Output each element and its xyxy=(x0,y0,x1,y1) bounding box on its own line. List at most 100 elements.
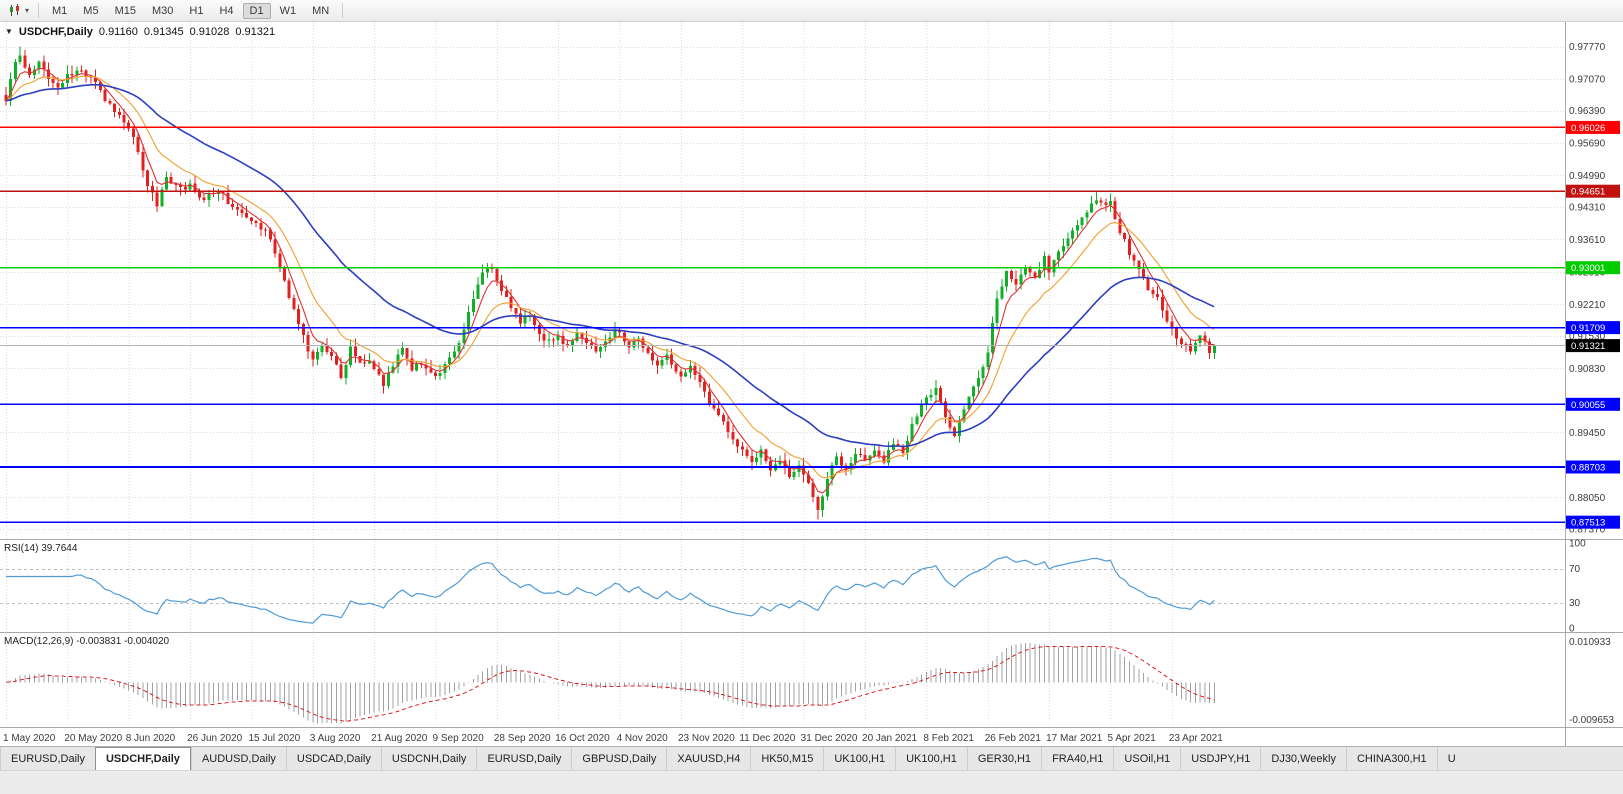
timeframe-button-h4[interactable]: H4 xyxy=(219,4,234,17)
chart-tab-u[interactable]: U xyxy=(1436,747,1466,770)
chart-tab-fra40-h1[interactable]: FRA40,H1 xyxy=(1041,747,1113,770)
svg-text:0.94990: 0.94990 xyxy=(1569,171,1606,182)
svg-text:0.91530: 0.91530 xyxy=(1569,331,1606,342)
svg-text:20 May 2020: 20 May 2020 xyxy=(64,733,122,744)
svg-text:0.91709: 0.91709 xyxy=(1571,323,1605,334)
svg-text:3 Aug 2020: 3 Aug 2020 xyxy=(310,733,361,744)
price-axis-labels: 0.97770 0.97070 0.96390 0.95690 0.94990 0.943… xyxy=(1566,42,1620,726)
svg-text:15 Jul 2020: 15 Jul 2020 xyxy=(248,733,300,744)
macd-series xyxy=(5,642,1215,724)
svg-text:0.88050: 0.88050 xyxy=(1569,493,1606,504)
svg-text:0.95690: 0.95690 xyxy=(1569,139,1606,150)
gridlines xyxy=(0,22,1565,728)
svg-text:0.92210: 0.92210 xyxy=(1569,300,1606,311)
svg-text:1 May 2020: 1 May 2020 xyxy=(3,733,56,744)
svg-text:0.94310: 0.94310 xyxy=(1569,203,1606,214)
svg-text:0.94651: 0.94651 xyxy=(1571,187,1605,198)
chart-tab-xauusd-h4[interactable]: XAUUSD,H4 xyxy=(666,747,750,770)
chart-tab-usdjpy-h1[interactable]: USDJPY,H1 xyxy=(1180,747,1260,770)
svg-text:8 Feb 2021: 8 Feb 2021 xyxy=(923,733,974,744)
svg-text:4 Nov 2020: 4 Nov 2020 xyxy=(617,733,669,744)
price-level-badge xyxy=(1566,184,1620,198)
svg-text:0.87513: 0.87513 xyxy=(1571,518,1605,529)
timeframe-button-h1[interactable]: H1 xyxy=(189,4,204,17)
chart-tab-audusd-daily[interactable]: AUDUSD,Daily xyxy=(190,747,286,770)
price-level-badge xyxy=(1566,321,1620,335)
svg-text:31 Dec 2020: 31 Dec 2020 xyxy=(801,733,858,744)
svg-text:26 Feb 2021: 26 Feb 2021 xyxy=(985,733,1042,744)
svg-text:0.010933: 0.010933 xyxy=(1569,637,1611,648)
timeframe-button-mn[interactable]: MN xyxy=(312,4,330,17)
price-level-badge xyxy=(1566,261,1620,275)
date-axis-labels: 1 May 2020 20 May 2020 8 Jun 2020 26 Jun 20… xyxy=(3,733,1223,744)
timeframe-button-m15[interactable]: M15 xyxy=(114,4,136,17)
dropdown-caret-icon: ▾ xyxy=(25,5,30,15)
chart-tab-eurusd-daily[interactable]: EURUSD,Daily xyxy=(0,747,95,770)
chart-tab-usoil-h1[interactable]: USOil,H1 xyxy=(1113,747,1180,770)
svg-text:21 Aug 2020: 21 Aug 2020 xyxy=(371,733,428,744)
chart-tab-usdcad-daily[interactable]: USDCAD,Daily xyxy=(285,747,381,770)
timeframe-button-m5[interactable]: M5 xyxy=(83,4,99,17)
svg-text:0.93610: 0.93610 xyxy=(1569,235,1606,246)
chart-tab-uk100-h1[interactable]: UK100,H1 xyxy=(823,747,895,770)
chart-tabbar: EURUSD,Daily USDCHF,Daily AUDUSD,Daily USDC… xyxy=(0,746,1623,770)
svg-text:0.90830: 0.90830 xyxy=(1569,364,1606,375)
price-level-badge xyxy=(1566,397,1620,411)
chart-tab-uk100-h1[interactable]: UK100,H1 xyxy=(895,747,967,770)
svg-text:20 Jan 2021: 20 Jan 2021 xyxy=(862,733,917,744)
chart-canvas[interactable]: 0.97770 0.97070 0.96390 0.95690 0.94990 0.943… xyxy=(0,22,1623,746)
timeframe-button-m1[interactable]: M1 xyxy=(52,4,68,17)
chart-type-button[interactable]: ▾ xyxy=(4,3,33,18)
timeframe-toolbar: ▾ M1 M5 M15 M30 H1 H4 D1 W1 MN xyxy=(0,0,1623,22)
svg-text:0.91321: 0.91321 xyxy=(1571,341,1605,352)
price-level-badge xyxy=(1566,460,1620,474)
toolbar-separator xyxy=(38,3,40,18)
chart-tab-china300-h1[interactable]: CHINA300,H1 xyxy=(1345,747,1437,770)
chart-tab-ger30-h1[interactable]: GER30,H1 xyxy=(966,747,1041,770)
svg-text:26 Jun 2020: 26 Jun 2020 xyxy=(187,733,242,744)
support-resistance-lines[interactable] xyxy=(0,126,1565,523)
svg-text:0.88703: 0.88703 xyxy=(1571,462,1605,473)
svg-text:0.97070: 0.97070 xyxy=(1569,75,1606,86)
svg-text:70: 70 xyxy=(1569,564,1581,575)
timeframe-buttons: M1 M5 M15 M30 H1 H4 D1 W1 MN xyxy=(44,2,337,19)
chart-tab-eurusd-daily[interactable]: EURUSD,Daily xyxy=(476,747,571,770)
candlestick-chart-icon xyxy=(10,4,19,16)
timeframe-button-w1[interactable]: W1 xyxy=(279,4,297,17)
chart-area[interactable]: 0.97770 0.97070 0.96390 0.95690 0.94990 0.943… xyxy=(0,22,1623,746)
svg-text:23 Nov 2020: 23 Nov 2020 xyxy=(678,733,735,744)
chart-tab-dj30-weekly[interactable]: DJ30,Weekly xyxy=(1260,747,1346,770)
candlestick-series xyxy=(4,46,1216,520)
timeframe-button-m30[interactable]: M30 xyxy=(151,4,174,17)
price-level-badge xyxy=(1566,339,1620,353)
svg-text:0.96390: 0.96390 xyxy=(1569,106,1606,117)
svg-text:-0.009653: -0.009653 xyxy=(1569,715,1614,726)
svg-text:0.96026: 0.96026 xyxy=(1571,123,1605,134)
panel-separators xyxy=(0,22,1623,746)
svg-text:23 Apr 2021: 23 Apr 2021 xyxy=(1169,733,1223,744)
svg-text:30: 30 xyxy=(1569,598,1581,609)
statusbar xyxy=(0,770,1623,794)
svg-text:0.93001: 0.93001 xyxy=(1571,263,1605,274)
timeframe-button-d1[interactable]: D1 xyxy=(242,2,271,19)
chart-tab-hk50-m15[interactable]: HK50,M15 xyxy=(750,747,823,770)
moving-average-lines xyxy=(5,67,1215,494)
svg-text:11 Dec 2020: 11 Dec 2020 xyxy=(739,733,795,744)
svg-text:0.90055: 0.90055 xyxy=(1571,400,1605,411)
svg-text:0.87370: 0.87370 xyxy=(1569,524,1606,535)
svg-text:8 Jun 2020: 8 Jun 2020 xyxy=(126,733,176,744)
svg-text:17 Mar 2021: 17 Mar 2021 xyxy=(1046,733,1103,744)
chart-tab-gbpusd-daily[interactable]: GBPUSD,Daily xyxy=(571,747,666,770)
svg-text:5 Apr 2021: 5 Apr 2021 xyxy=(1107,733,1156,744)
svg-text:9 Sep 2020: 9 Sep 2020 xyxy=(433,733,485,744)
chart-tab-usdchf-daily[interactable]: USDCHF,Daily xyxy=(94,747,191,770)
svg-text:16 Oct 2020: 16 Oct 2020 xyxy=(555,733,610,744)
toolbar-separator xyxy=(342,3,344,18)
svg-text:100: 100 xyxy=(1569,539,1586,550)
chart-tab-usdcnh-daily[interactable]: USDCNH,Daily xyxy=(380,747,477,770)
rsi-line xyxy=(6,556,1215,624)
price-level-badge xyxy=(1566,515,1620,529)
svg-text:0: 0 xyxy=(1569,624,1575,635)
svg-text:0.89450: 0.89450 xyxy=(1569,428,1606,439)
